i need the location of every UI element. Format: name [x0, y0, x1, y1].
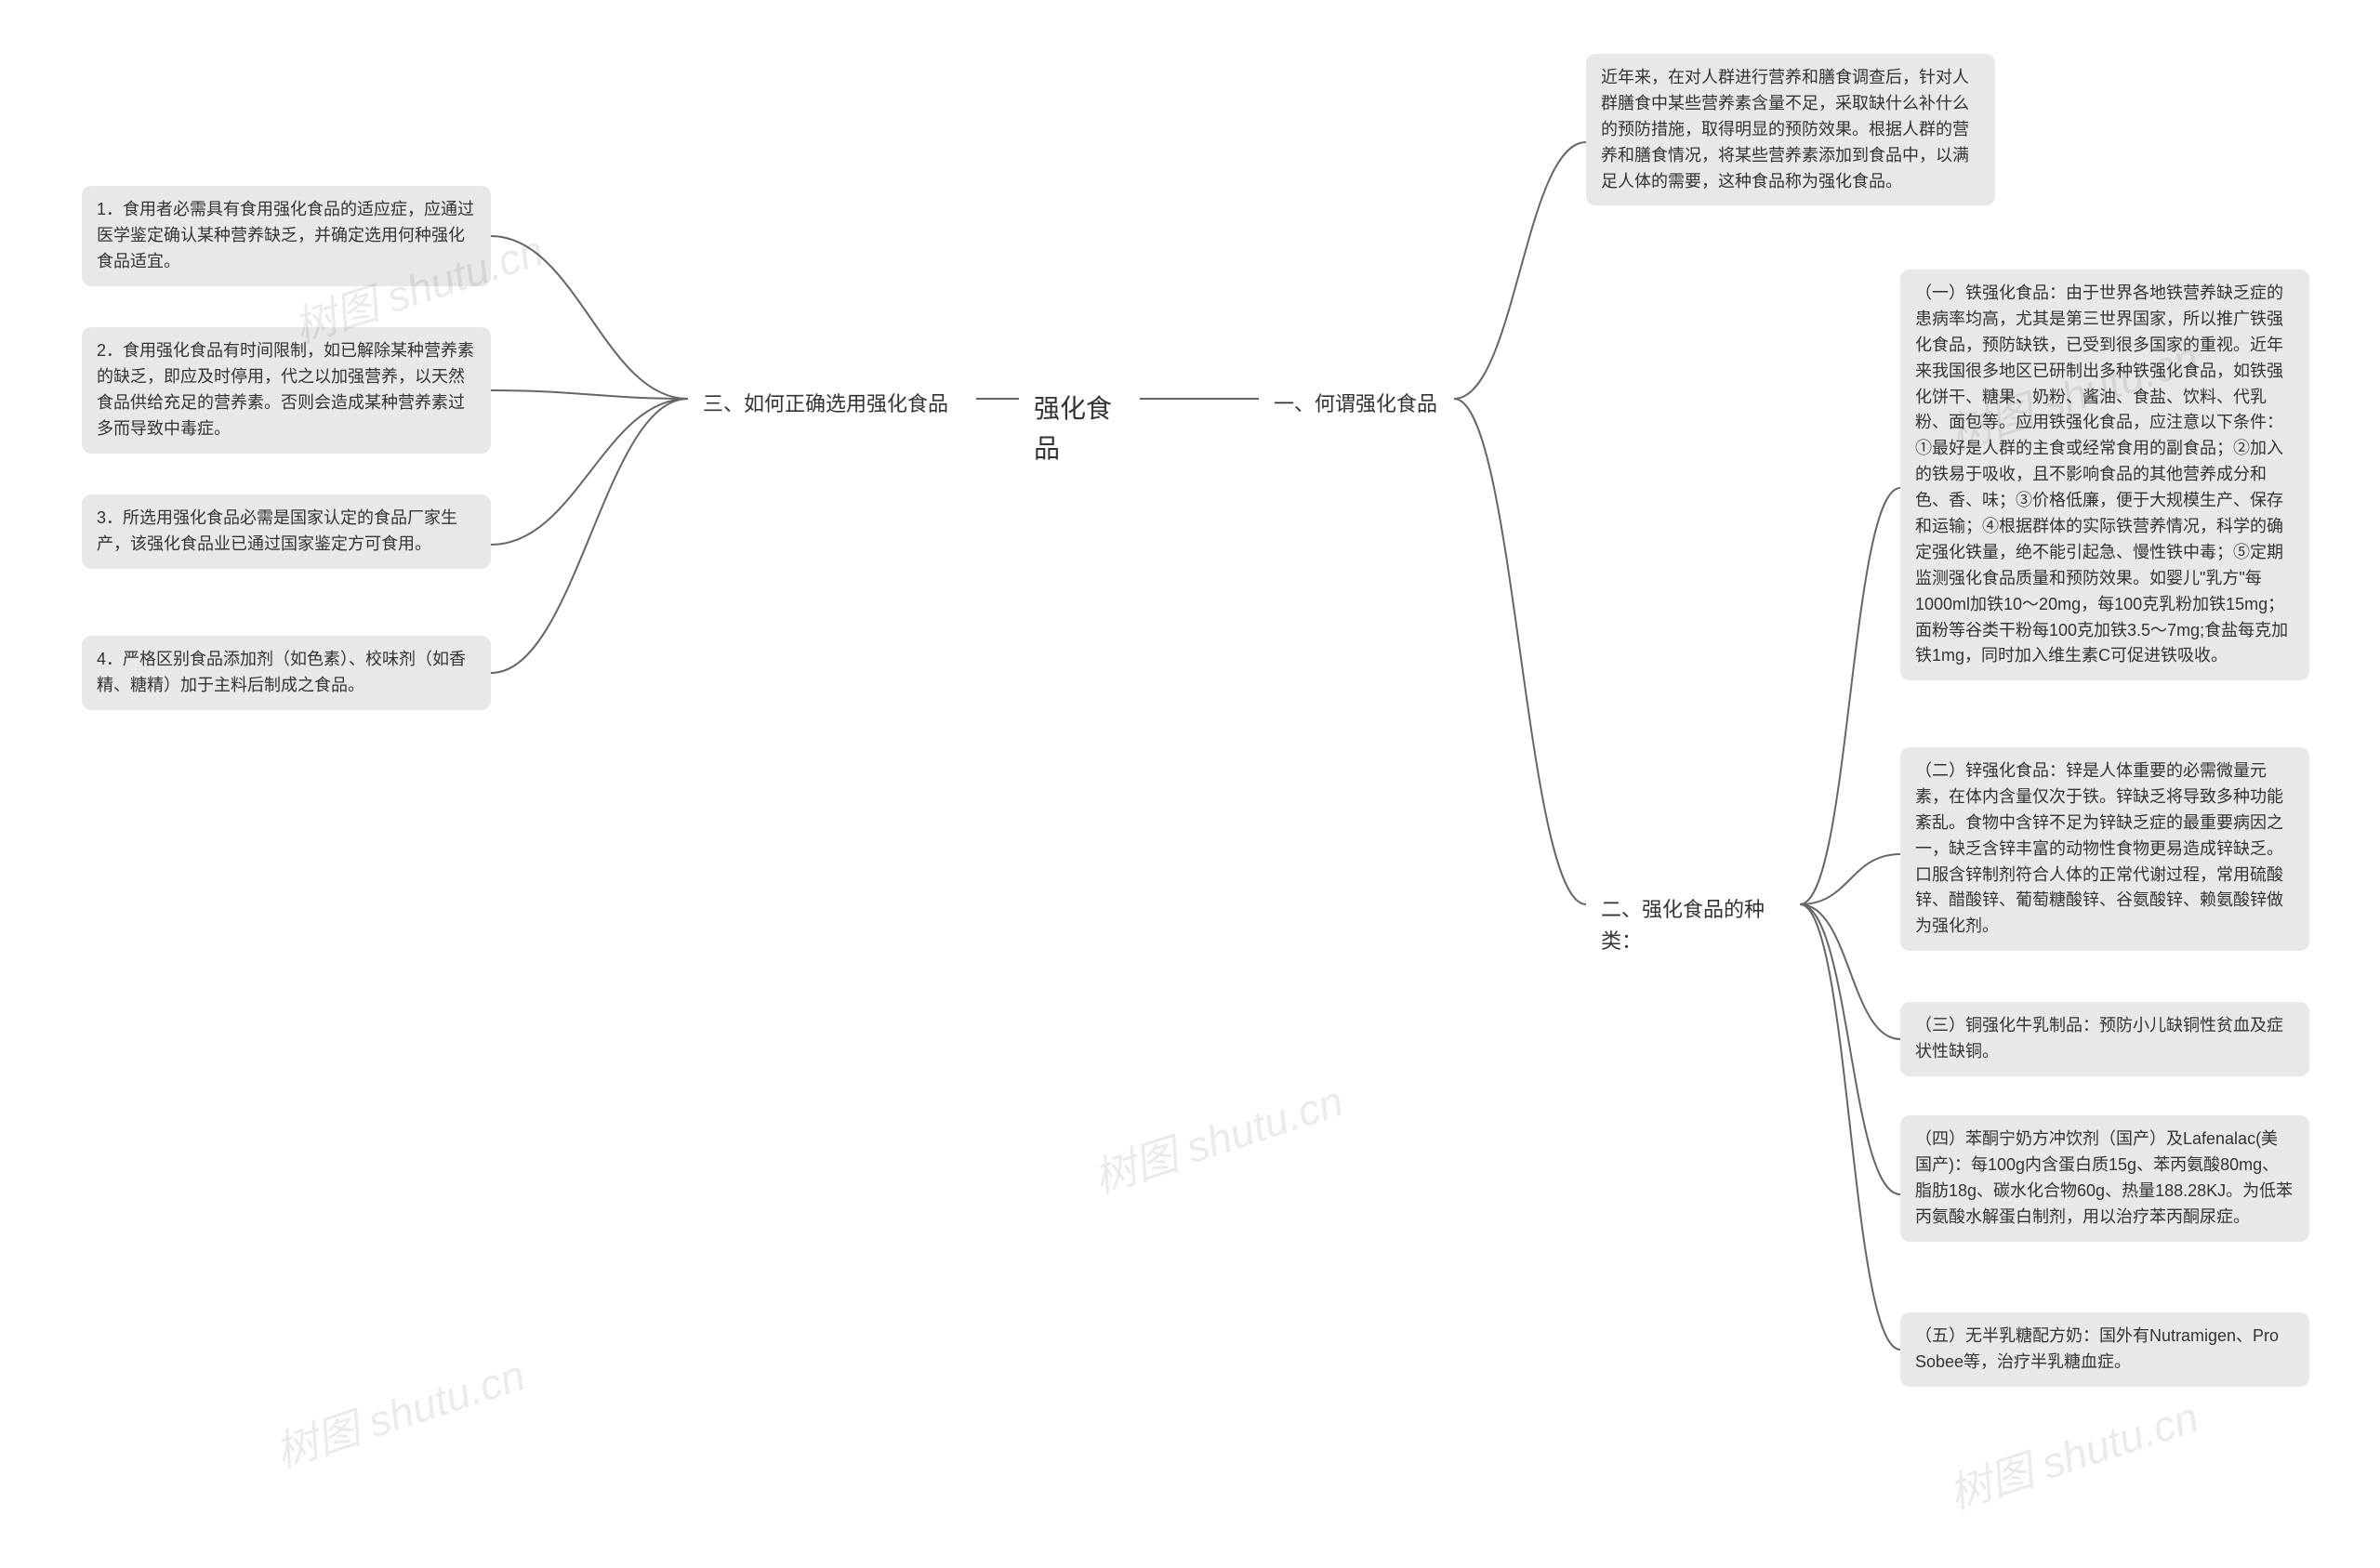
branch-1-child-2[interactable]: 二、强化食品的种类： — [1586, 883, 1800, 968]
branch-3-child-4[interactable]: 4．严格区别食品添加剂（如色素）、校味剂（如香精、糖精）加于主料后制成之食品。 — [82, 636, 491, 710]
branch-1-2-d[interactable]: （四）苯酮宁奶方冲饮剂（国产）及Lafenalac(美国产)：每100g内含蛋白… — [1900, 1115, 2309, 1242]
branch-3-child-2[interactable]: 2．食用强化食品有时间限制，如已解除某种营养素的缺乏，即应及时停用，代之以加强营… — [82, 327, 491, 454]
mindmap-canvas: 强化食品 一、何谓强化食品 近年来，在对人群进行营养和膳食调查后，针对人群膳食中… — [0, 0, 2380, 1568]
branch-1-child-1[interactable]: 近年来，在对人群进行营养和膳食调查后，针对人群膳食中某些营养素含量不足，采取缺什… — [1586, 54, 1995, 205]
branch-3-child-1[interactable]: 1．食用者必需具有食用强化食品的适应症，应通过医学鉴定确认某种营养缺乏，并确定选… — [82, 186, 491, 286]
branch-1[interactable]: 一、何谓强化食品 — [1259, 377, 1454, 431]
branch-1-2-e[interactable]: （五）无半乳糖配方奶：国外有Nutramigen、Pro Sobee等，治疗半乳… — [1900, 1312, 2309, 1387]
branch-3[interactable]: 三、如何正确选用强化食品 — [688, 377, 976, 431]
watermark: 树图 shutu.cn — [1085, 1068, 1350, 1206]
branch-1-2-b[interactable]: （二）锌强化食品：锌是人体重要的必需微量元素，在体内含量仅次于铁。锌缺乏将导致多… — [1900, 747, 2309, 951]
branch-3-child-3[interactable]: 3．所选用强化食品必需是国家认定的食品厂家生产，该强化食品业已通过国家鉴定方可食… — [82, 494, 491, 569]
watermark: 树图 shutu.cn — [267, 1342, 532, 1481]
root-node[interactable]: 强化食品 — [1019, 377, 1140, 481]
branch-1-2-c[interactable]: （三）铜强化牛乳制品：预防小儿缺铜性贫血及症状性缺铜。 — [1900, 1002, 2309, 1076]
branch-1-2-a[interactable]: （一）铁强化食品：由于世界各地铁营养缺乏症的患病率均高，尤其是第三世界国家，所以… — [1900, 270, 2309, 680]
watermark: 树图 shutu.cn — [1940, 1384, 2205, 1522]
